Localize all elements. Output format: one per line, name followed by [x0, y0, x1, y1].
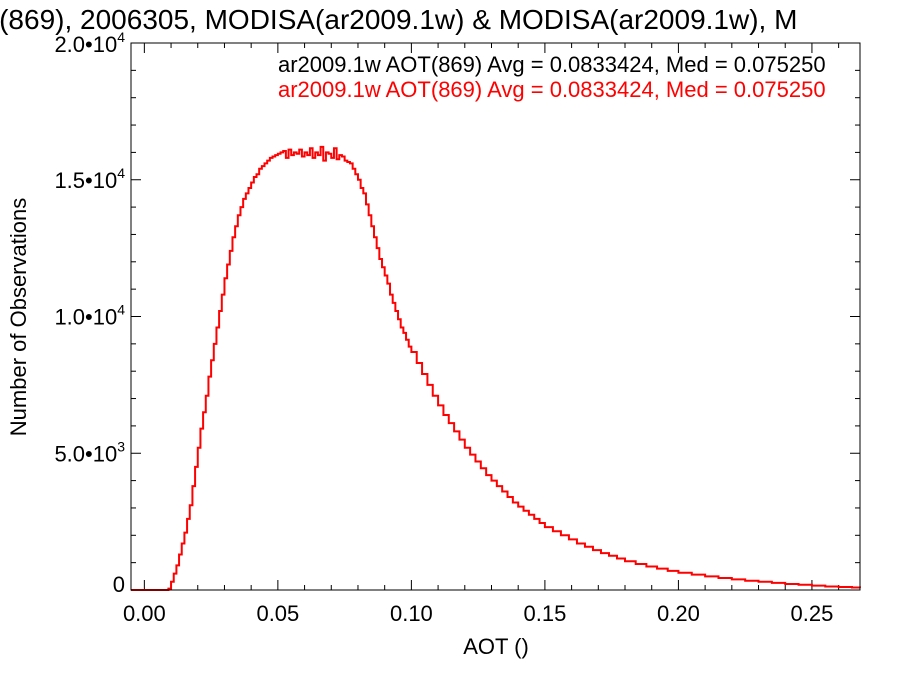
axes-tick-marks	[131, 42, 860, 591]
x-tick-labels: 0.00 0.05 0.10 0.15 0.20 0.25	[123, 601, 833, 626]
x-tick-label: 0.05	[256, 601, 299, 626]
x-tick-label: 0.15	[523, 601, 566, 626]
plot-series	[131, 145, 861, 591]
x-tick-label: 0.10	[390, 601, 433, 626]
histogram-series-line	[131, 145, 861, 591]
y-axis-label: Number of Observations	[6, 198, 31, 436]
plot-frame	[130, 42, 861, 591]
y-tick-label: 2.0•104	[54, 29, 125, 57]
x-tick-label: 0.25	[791, 601, 834, 626]
y-tick-label: 0	[113, 572, 125, 597]
y-tick-label: 1.5•104	[54, 165, 125, 193]
x-tick-label: 0.00	[123, 601, 166, 626]
y-tick-labels: 0 5.0•103 1.0•104 1.5•104 2.0•104	[54, 29, 125, 597]
stats-annotation-red: ar2009.1w AOT(869) Avg = 0.0833424, Med …	[278, 77, 826, 102]
x-axis-label: AOT ()	[463, 634, 529, 659]
chart-title: T(869), 2006305, MODISA(ar2009.1w) & MOD…	[0, 4, 797, 35]
y-tick-label: 5.0•103	[54, 438, 125, 466]
stats-annotation-black: ar2009.1w AOT(869) Avg = 0.0833424, Med …	[278, 52, 826, 77]
x-tick-label: 0.20	[657, 601, 700, 626]
y-tick-label: 1.0•104	[54, 302, 125, 330]
